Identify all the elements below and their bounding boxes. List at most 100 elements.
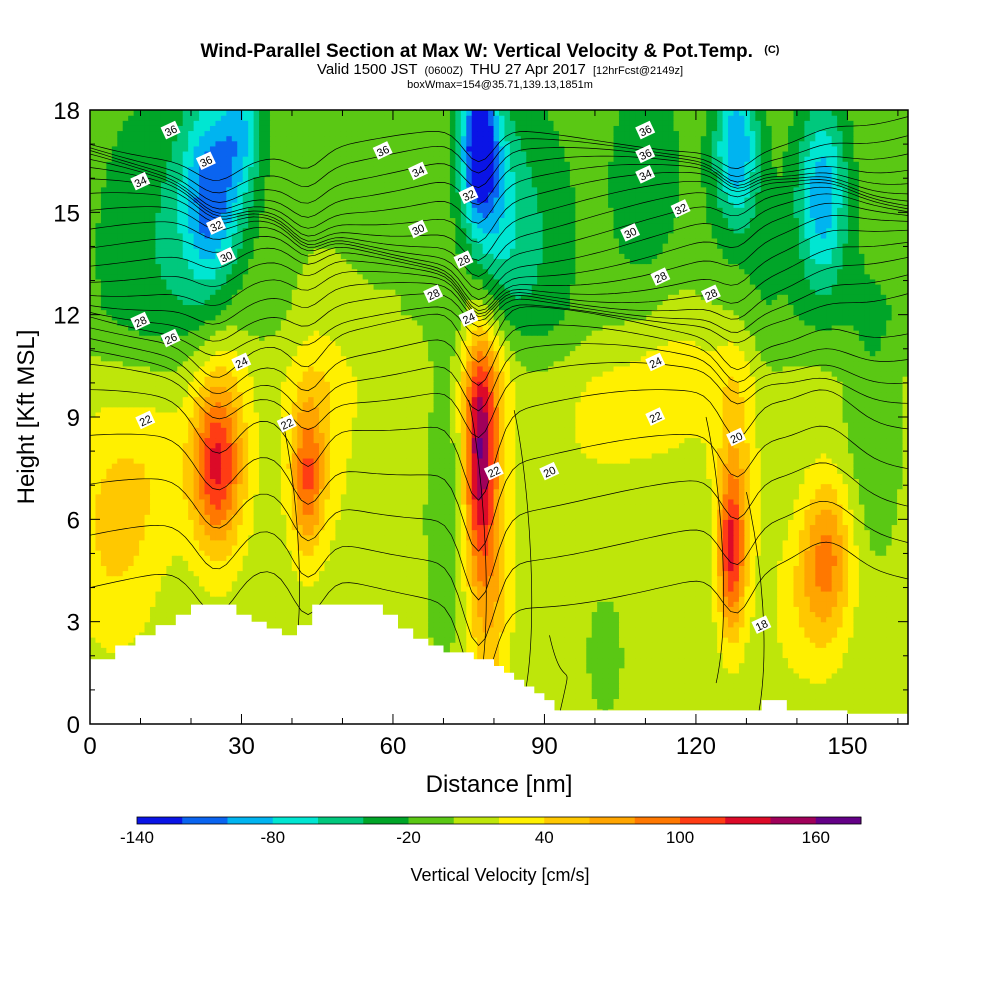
velocity-cell <box>657 642 664 648</box>
velocity-cell <box>858 621 865 628</box>
velocity-cell <box>837 596 844 602</box>
velocity-cell <box>608 596 615 602</box>
velocity-cell <box>869 677 876 684</box>
velocity-cell <box>553 606 560 613</box>
velocity-cell <box>875 585 882 592</box>
box-info-line: boxWmax=154@35.71,139.13,1851m <box>407 79 593 91</box>
velocity-cell <box>608 565 615 572</box>
velocity-cell <box>662 642 669 648</box>
velocity-cell <box>542 631 549 638</box>
velocity-cell <box>804 698 811 705</box>
velocity-cell <box>809 703 816 710</box>
velocity-cell <box>608 601 615 607</box>
velocity-cell <box>548 565 555 572</box>
velocity-cell <box>586 580 593 587</box>
velocity-cell <box>646 611 653 618</box>
velocity-cell <box>526 647 533 653</box>
velocity-cell <box>542 652 549 659</box>
velocity-cell <box>711 642 718 648</box>
velocity-cell <box>733 565 740 572</box>
velocity-cell <box>668 631 675 638</box>
velocity-cell <box>597 703 604 710</box>
velocity-cell <box>520 637 527 643</box>
velocity-cell <box>548 590 555 597</box>
velocity-cell <box>553 570 560 577</box>
velocity-cell <box>777 683 784 689</box>
velocity-cell <box>618 596 626 602</box>
velocity-cell <box>711 626 718 633</box>
velocity-cell <box>504 657 511 664</box>
velocity-cell <box>618 647 626 653</box>
velocity-cell <box>389 565 396 572</box>
velocity-cell <box>608 677 615 684</box>
velocity-cell <box>106 590 113 597</box>
velocity-cell <box>433 580 440 587</box>
velocity-cell <box>782 560 789 566</box>
velocity-cell <box>798 677 805 684</box>
velocity-cell <box>744 560 751 566</box>
velocity-cell <box>100 647 107 653</box>
velocity-cell <box>875 555 882 561</box>
velocity-cell <box>848 667 855 674</box>
velocity-cell <box>389 555 396 561</box>
velocity-cell <box>460 575 467 582</box>
velocity-cell <box>226 585 233 592</box>
velocity-cell <box>558 637 566 643</box>
velocity-cell <box>826 657 833 664</box>
velocity-cell <box>608 667 615 674</box>
velocity-cell <box>531 596 538 602</box>
velocity-cell <box>897 637 904 643</box>
velocity-cell <box>199 560 206 566</box>
velocity-cell <box>466 590 473 597</box>
velocity-cell <box>809 683 816 689</box>
velocity-cell <box>548 580 555 587</box>
velocity-cell <box>209 555 217 561</box>
velocity-cell <box>640 580 647 587</box>
velocity-cell <box>869 616 876 623</box>
velocity-cell <box>493 626 500 633</box>
velocity-cell <box>662 647 669 653</box>
velocity-cell <box>111 621 118 628</box>
velocity-cell <box>640 683 647 689</box>
velocity-cell <box>204 570 211 577</box>
velocity-cell <box>106 565 113 572</box>
velocity-cell <box>826 637 833 643</box>
velocity-cell <box>749 601 756 607</box>
velocity-cell <box>695 616 702 623</box>
velocity-cell <box>139 580 146 587</box>
velocity-cell <box>444 637 451 643</box>
velocity-cell <box>509 585 516 592</box>
velocity-cell <box>117 570 124 577</box>
velocity-cell <box>842 642 849 648</box>
velocity-cell <box>591 560 598 566</box>
velocity-cell <box>444 647 451 653</box>
velocity-cell <box>520 555 527 561</box>
velocity-cell <box>646 662 653 669</box>
velocity-cell <box>597 585 604 592</box>
velocity-cell <box>144 555 151 561</box>
velocity-cell <box>526 585 533 592</box>
velocity-cell <box>869 672 876 679</box>
velocity-cell <box>820 626 827 633</box>
velocity-cell <box>902 606 908 613</box>
velocity-cell <box>728 575 735 582</box>
velocity-cell <box>864 667 871 674</box>
velocity-cell <box>722 631 729 638</box>
velocity-cell <box>640 688 647 694</box>
velocity-cell <box>395 621 402 628</box>
velocity-cell <box>733 693 740 700</box>
velocity-cell <box>597 606 604 613</box>
velocity-cell <box>755 596 762 602</box>
velocity-cell <box>706 575 713 582</box>
velocity-cell <box>700 606 707 613</box>
velocity-cell <box>820 693 827 700</box>
velocity-cell <box>858 611 865 618</box>
velocity-cell <box>477 575 484 582</box>
velocity-cell <box>586 688 593 694</box>
velocity-cell <box>297 611 304 618</box>
velocity-cell <box>755 677 762 684</box>
velocity-cell <box>111 596 118 602</box>
velocity-cell <box>564 662 571 669</box>
velocity-cell <box>302 611 309 618</box>
velocity-cell <box>558 555 566 561</box>
